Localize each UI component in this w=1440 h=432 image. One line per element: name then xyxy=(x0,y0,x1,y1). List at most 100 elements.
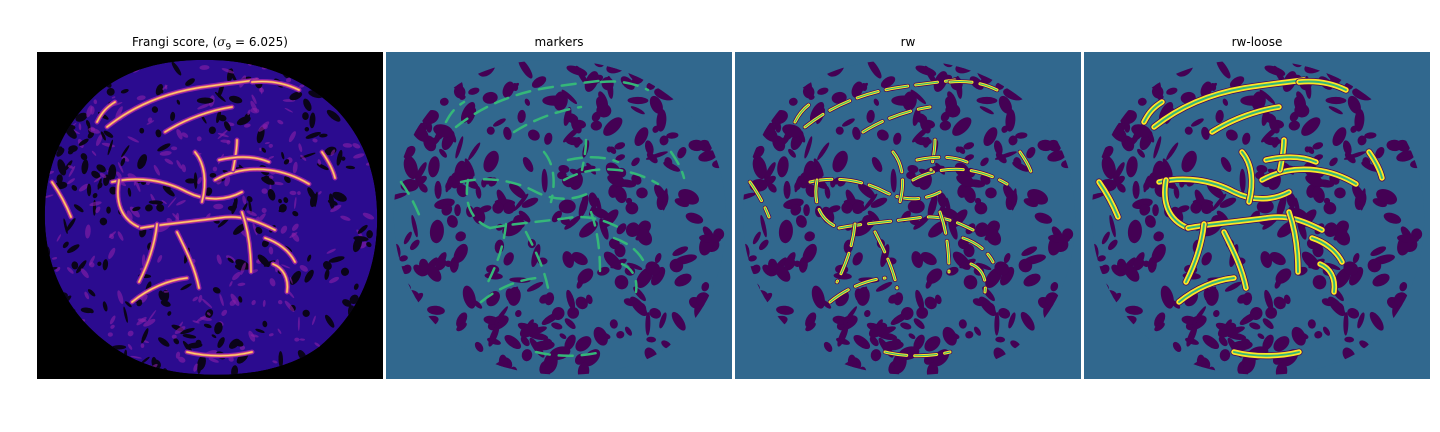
dark-region xyxy=(1101,231,1110,245)
dark-region xyxy=(511,83,519,92)
texture-ridge xyxy=(294,337,300,342)
texture-gap xyxy=(278,198,282,204)
dark-region xyxy=(507,287,521,306)
dark-region xyxy=(1219,349,1231,362)
dark-region xyxy=(768,258,778,273)
texture-ridge xyxy=(299,338,306,341)
texture-ridge xyxy=(208,357,219,363)
texture-ridge xyxy=(136,316,147,326)
texture-ridge xyxy=(268,155,275,160)
dark-region xyxy=(454,204,461,217)
texture-gap xyxy=(323,261,332,270)
vessel-core xyxy=(916,156,968,163)
dark-region xyxy=(821,299,832,309)
dark-region xyxy=(1369,311,1384,331)
dark-region xyxy=(1283,294,1291,305)
dark-region xyxy=(518,59,533,79)
dark-region xyxy=(1301,117,1321,136)
texture-ridge xyxy=(171,334,177,339)
dark-region xyxy=(1123,120,1131,133)
dark-region xyxy=(1264,65,1286,77)
vessel-core xyxy=(1368,151,1383,179)
dark-region xyxy=(419,258,429,273)
dark-region xyxy=(843,306,858,325)
texture-gap xyxy=(65,218,76,232)
texture-ridge xyxy=(136,95,146,101)
dark-region xyxy=(503,201,516,215)
dark-region xyxy=(1312,275,1327,290)
dark-region xyxy=(1314,331,1323,339)
texture-gap xyxy=(236,116,251,126)
dark-region xyxy=(699,234,721,244)
dark-region xyxy=(742,192,756,201)
dark-region xyxy=(1026,147,1036,159)
dark-region xyxy=(913,318,925,330)
dark-region xyxy=(1166,142,1179,161)
texture-ridge xyxy=(67,178,76,185)
texture-ridge xyxy=(272,360,278,364)
dark-region xyxy=(782,124,802,138)
dark-region xyxy=(1262,334,1274,351)
dark-region xyxy=(567,306,580,319)
dark-region xyxy=(963,142,975,150)
dark-region xyxy=(1108,239,1118,251)
dark-region xyxy=(834,158,846,170)
dark-region xyxy=(503,252,514,266)
dark-region xyxy=(877,129,889,141)
dark-region xyxy=(1269,252,1286,266)
dark-region xyxy=(590,120,602,131)
vessel-response-peak xyxy=(51,181,72,218)
dark-region xyxy=(575,296,588,310)
vessel-core xyxy=(804,79,956,128)
dark-region xyxy=(1000,266,1015,286)
dark-region xyxy=(980,157,989,167)
dark-region xyxy=(1347,95,1361,114)
texture-ridge xyxy=(67,165,74,169)
dark-region xyxy=(464,158,475,177)
dark-region xyxy=(1005,109,1016,132)
texture-ridge xyxy=(159,150,172,156)
vessel-response-peak xyxy=(117,179,142,229)
dark-region xyxy=(1362,157,1371,168)
dark-region xyxy=(1307,319,1316,329)
vessel-marker xyxy=(488,215,626,232)
dark-region xyxy=(475,185,482,199)
dark-region xyxy=(1050,282,1059,292)
dark-region xyxy=(446,215,458,228)
dark-region xyxy=(551,210,562,223)
dark-region xyxy=(1328,106,1343,115)
texture-ridge xyxy=(251,94,257,104)
texture-gap xyxy=(102,301,108,312)
dark-region xyxy=(1349,266,1364,286)
vessel-marker xyxy=(562,168,660,186)
texture-ridge xyxy=(196,136,202,142)
dark-region xyxy=(591,207,610,219)
texture-gap xyxy=(319,133,328,138)
vessel-core xyxy=(892,151,904,203)
texture-ridge xyxy=(163,290,169,293)
dark-region xyxy=(1397,234,1419,244)
texture-gap xyxy=(261,240,269,248)
texture-ridge xyxy=(85,224,91,239)
dark-region xyxy=(468,87,480,95)
texture-ridge xyxy=(108,247,116,259)
texture-gap xyxy=(92,192,98,199)
texture-ridge xyxy=(342,143,353,148)
dark-region xyxy=(625,222,640,237)
texture-ridge xyxy=(140,343,145,349)
texture-gap xyxy=(209,172,217,178)
texture-gap xyxy=(314,191,318,208)
dark-region xyxy=(995,336,1006,343)
texture-gap xyxy=(67,148,74,155)
dark-region xyxy=(976,96,998,105)
vessel-core xyxy=(1319,263,1336,293)
dark-region xyxy=(1133,252,1145,270)
dark-region xyxy=(654,253,662,264)
texture-ridge xyxy=(237,282,246,287)
texture-gap xyxy=(120,157,126,167)
texture-ridge xyxy=(134,179,141,192)
dark-region xyxy=(573,136,582,148)
vessel-marker xyxy=(566,156,620,164)
vessel-core xyxy=(1298,80,1347,91)
dark-region xyxy=(985,187,997,199)
